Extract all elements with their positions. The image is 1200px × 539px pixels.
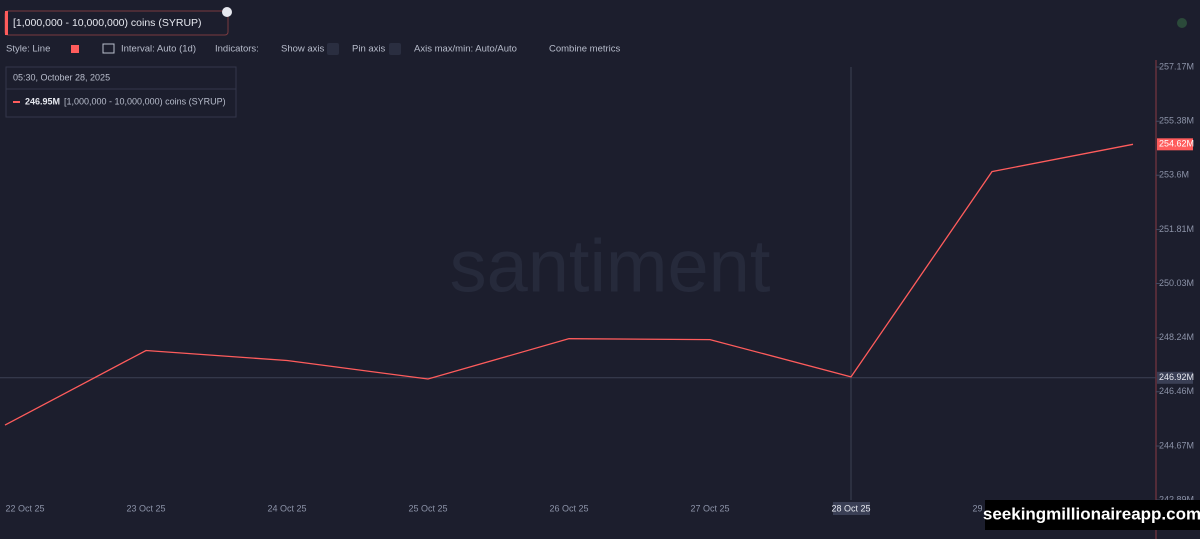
tooltip-time: 05:30, October 28, 2025 — [13, 72, 110, 82]
x-tick-label: 28 Oct 25 — [831, 503, 870, 513]
indicators-menu[interactable]: Indicators: — [215, 44, 259, 55]
tooltip-value: 246.95M — [25, 96, 60, 106]
overlay: 254.62M seekingmillionaireapp.com — [983, 138, 1200, 530]
interval-icon — [102, 43, 115, 54]
watermark: santiment — [450, 225, 771, 308]
source-watermark-box — [985, 500, 1200, 530]
axis-minmax-menu[interactable]: Axis max/min: Auto/Auto — [414, 44, 517, 55]
interval-menu[interactable]: Interval: Auto (1d) — [121, 44, 196, 55]
x-label-highlight — [833, 502, 870, 515]
color-picker[interactable] — [71, 45, 79, 53]
series-line — [4, 143, 1134, 426]
tooltip-series: [1,000,000 - 10,000,000) coins (SYRUP) — [64, 96, 226, 106]
y-tick-label: 250.03M — [1159, 278, 1194, 288]
y-tick-label: 244.67M — [1159, 440, 1194, 450]
last-value-label: 254.62M — [1159, 139, 1194, 149]
x-tick-label: 22 Oct 25 — [5, 503, 44, 513]
x-tick-label: 25 Oct 25 — [408, 503, 447, 513]
crosshair-label: 246.92M — [1159, 372, 1194, 382]
y-tick-label: 242.89M — [1159, 494, 1194, 504]
y-tick-label: 257.17M — [1159, 61, 1194, 71]
y-tick-label: 253.6M — [1159, 170, 1189, 180]
show-axis[interactable]: Show axis — [281, 44, 325, 55]
pin-axis[interactable]: Pin axis — [352, 44, 386, 55]
show-axis-checkbox[interactable] — [327, 43, 339, 55]
chain-icon — [222, 7, 232, 17]
y-tick-label: 248.24M — [1159, 332, 1194, 342]
source-watermark: seekingmillionaireapp.com — [983, 504, 1200, 523]
y-tick-label: 255.38M — [1159, 116, 1194, 126]
y-tick-label: 246.46M — [1159, 386, 1194, 396]
tooltip — [5, 66, 237, 118]
pin-axis-checkbox[interactable] — [389, 43, 401, 55]
x-tick-label: 26 Oct 25 — [549, 503, 588, 513]
metric-tag[interactable]: [1,000,000 - 10,000,000) coins (SYRUP) — [13, 17, 202, 29]
x-tick-label: 23 Oct 25 — [126, 503, 165, 513]
status-icon — [1177, 18, 1187, 28]
x-tick-label: 24 Oct 25 — [267, 503, 306, 513]
x-tick-label: 27 Oct 25 — [690, 503, 729, 513]
metric-tag-accent — [5, 11, 8, 35]
combine-metrics[interactable]: Combine metrics — [549, 44, 621, 55]
plot: 242.89M 244.67M 246.46M 248.24M 250.03M 251.8… — [0, 61, 1194, 515]
last-value-box — [1157, 138, 1193, 151]
y-tick-label: 251.81M — [1159, 224, 1194, 234]
style-menu[interactable]: Style: Line — [6, 44, 50, 55]
crosshair-label-box — [1157, 371, 1193, 384]
